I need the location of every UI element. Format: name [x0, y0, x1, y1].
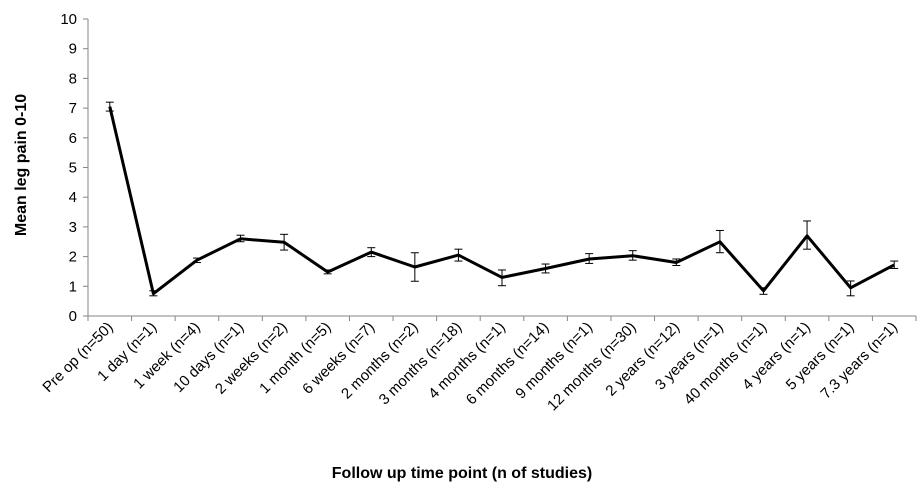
y-axis: 0 1 2 3 4 5 6 7 8 9 10 [60, 11, 88, 325]
x-axis-title: Follow up time point (n of studies) [332, 465, 592, 482]
y-tick-label: 2 [69, 249, 77, 266]
x-tick-label: 4 months (n=1) [425, 319, 509, 403]
y-tick-label: 6 [69, 130, 77, 147]
x-axis: Pre op (n=50)1 day (n=1)1 week (n=4)10 d… [39, 316, 916, 414]
y-tick-label: 10 [60, 11, 77, 28]
y-tick-label: 5 [69, 160, 77, 177]
y-tick-label: 0 [69, 308, 77, 325]
y-tick-label: 7 [69, 100, 77, 117]
series-line [110, 107, 894, 294]
y-tick-label: 9 [69, 41, 77, 58]
error-bars [106, 102, 898, 296]
x-tick-label: 2 months (n=2) [338, 319, 422, 403]
y-tick-label: 4 [69, 189, 77, 206]
series-line-group [110, 107, 895, 294]
y-tick-label: 1 [69, 278, 77, 295]
y-tick-label: 8 [69, 70, 77, 87]
y-axis-title: Mean leg pain 0-10 [13, 94, 30, 236]
x-tick-label: 7.3 years (n=1) [817, 319, 901, 403]
x-tick-label: 9 months (n=1) [512, 319, 596, 403]
y-tick-label: 3 [69, 219, 77, 236]
